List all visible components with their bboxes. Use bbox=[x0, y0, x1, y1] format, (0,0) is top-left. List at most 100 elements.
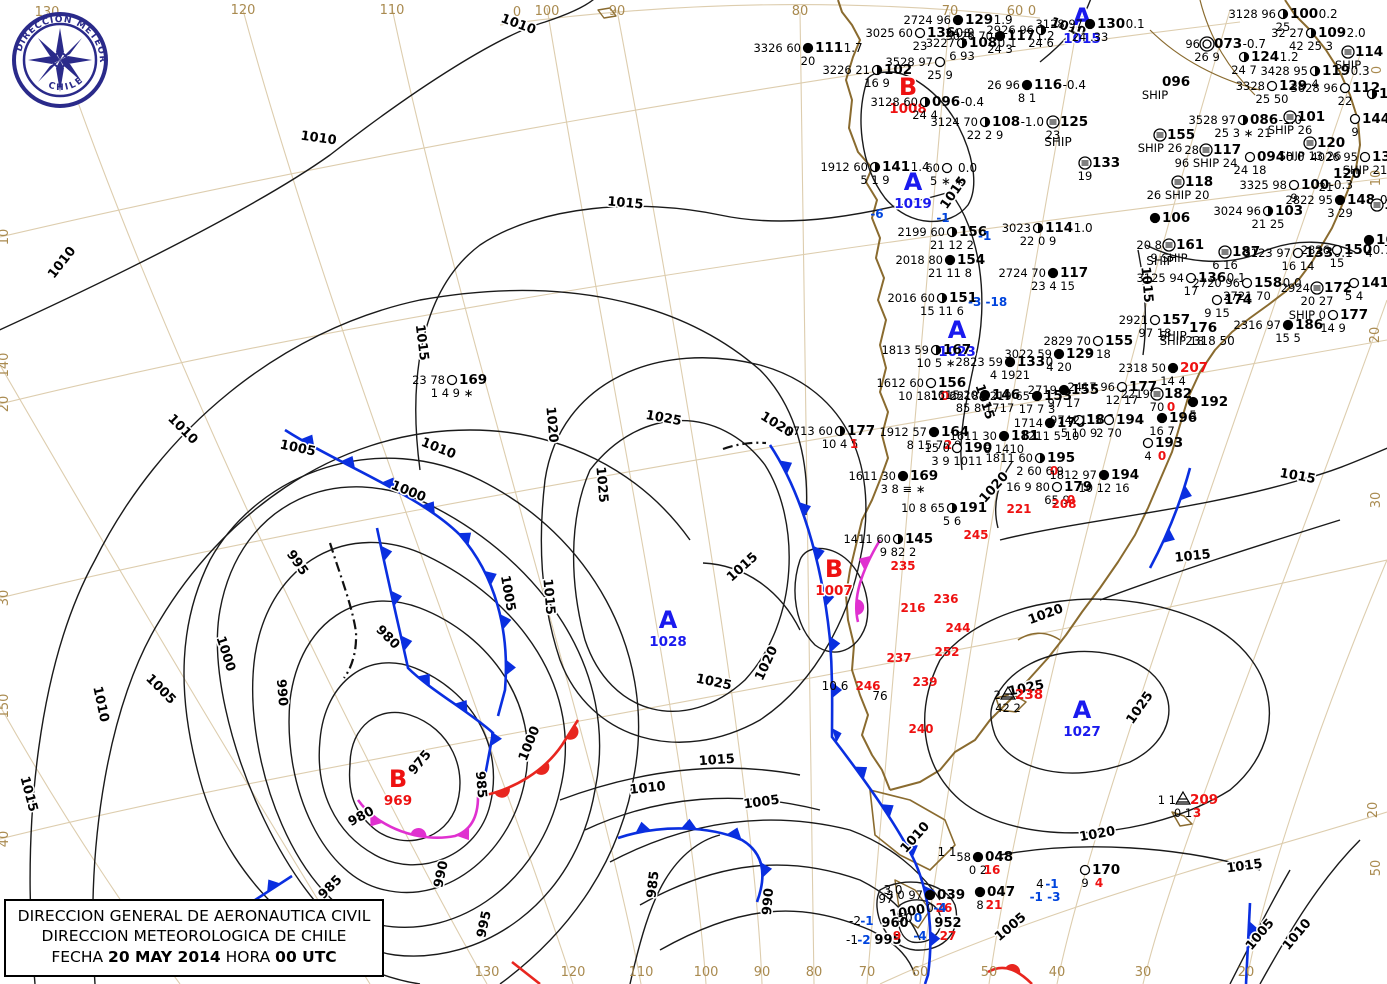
station-symbol bbox=[1341, 45, 1355, 59]
grid-label: 70 bbox=[859, 965, 876, 980]
station-id: 141 bbox=[882, 159, 910, 175]
front-triangle-mark bbox=[1179, 485, 1192, 501]
station-aux: 22 0 9 bbox=[1020, 234, 1057, 248]
station-aux: 10 5 ∗ bbox=[917, 356, 956, 370]
station-aux: 20 27 bbox=[1301, 294, 1334, 308]
isobar-label: 1010 bbox=[1280, 916, 1315, 953]
map-label: SHIP bbox=[1159, 329, 1186, 343]
cold-front bbox=[1148, 467, 1192, 569]
front-triangle-mark bbox=[1248, 920, 1259, 937]
grid-label: 70 bbox=[942, 4, 959, 19]
station-id: 192 bbox=[1200, 394, 1228, 410]
station-id: 161 bbox=[1176, 237, 1204, 253]
station-symbol bbox=[1334, 194, 1346, 206]
station-value: 0.2 bbox=[1319, 7, 1338, 21]
station-aux: 5 bbox=[1189, 408, 1196, 422]
station-aux: 23 bbox=[1046, 128, 1061, 142]
station-aux: 85 8 1717 bbox=[956, 401, 1015, 415]
front-semicircle-mark bbox=[494, 787, 510, 798]
station-symbol bbox=[928, 426, 940, 438]
station-aux: 17 bbox=[1184, 284, 1199, 298]
low-pressure-center: B bbox=[825, 555, 843, 583]
station-symbol bbox=[924, 889, 936, 901]
weather-fronts bbox=[251, 428, 1259, 984]
isobar-label: 1005 bbox=[743, 793, 781, 813]
station-aux: 97 17 bbox=[1048, 396, 1081, 410]
station-aux: 3 8 ≡ ∗ bbox=[881, 482, 926, 496]
front-triangle-mark bbox=[858, 555, 872, 571]
station-symbol bbox=[1309, 65, 1321, 77]
pressure-center-value: 1028 bbox=[649, 634, 687, 650]
station-aux: 3 0 97 bbox=[886, 888, 923, 902]
station-symbol bbox=[1339, 82, 1351, 94]
station-value: 1.2 bbox=[1280, 50, 1299, 64]
station-id: 160 bbox=[1384, 197, 1387, 213]
station-id: 176 bbox=[1189, 320, 1217, 336]
station-red-value: 0 bbox=[1067, 493, 1075, 507]
station-aux: 26 SHIP 20 bbox=[1147, 188, 1210, 202]
station-id: 120 bbox=[1317, 135, 1345, 151]
front-triangle-mark bbox=[267, 879, 281, 893]
isobar-label: 1020 bbox=[1026, 601, 1065, 627]
station-aux: 24 .33 bbox=[1072, 30, 1109, 44]
south-america-coastline bbox=[597, 0, 1361, 929]
isobar-label: 1000 bbox=[213, 634, 238, 673]
station-symbol bbox=[1363, 234, 1375, 246]
station-symbol bbox=[869, 161, 881, 173]
station-id: 133 bbox=[1092, 155, 1120, 171]
station-symbol bbox=[1282, 319, 1294, 331]
station-aux: 3528 97 bbox=[885, 55, 933, 69]
station-aux: 3123 97 bbox=[1243, 246, 1291, 260]
station-value: 0.7 bbox=[1373, 243, 1387, 257]
isobar-label: 1025 bbox=[694, 671, 733, 693]
station-value: -0.4 bbox=[961, 95, 984, 109]
station-id: 194 bbox=[1111, 467, 1139, 483]
station-aux: SHIP 18 bbox=[1160, 334, 1205, 348]
pressure-center-value: 1027 bbox=[1063, 724, 1101, 740]
front-triangle-mark bbox=[499, 613, 512, 630]
front-triangle-mark bbox=[421, 501, 435, 515]
station-symbol bbox=[834, 425, 846, 437]
station-aux: 58 bbox=[956, 850, 971, 864]
station-id: 155 bbox=[1105, 333, 1133, 349]
station-aux: 3325 98 bbox=[1239, 178, 1287, 192]
blue-map-label: -4 bbox=[913, 929, 926, 943]
station-id: 117 bbox=[1060, 265, 1088, 281]
station-symbol bbox=[1034, 452, 1046, 464]
station-symbol bbox=[1079, 864, 1091, 876]
station-symbol bbox=[1174, 790, 1192, 805]
station-symbol bbox=[1084, 18, 1096, 30]
grid-label: 150 bbox=[0, 694, 12, 719]
station-id: 172 bbox=[1324, 280, 1352, 296]
high-pressure-center: A bbox=[659, 606, 678, 634]
isobar-label: 1010 bbox=[300, 129, 338, 149]
isobar-label: 1020 bbox=[1078, 824, 1116, 845]
station-id: 129 bbox=[1066, 346, 1094, 362]
station-aux: 2724 96 bbox=[903, 13, 951, 27]
station-aux: 2826 bbox=[1301, 243, 1330, 257]
isobar-label: 995 bbox=[874, 933, 901, 948]
station-aux: 4 1921 bbox=[990, 368, 1030, 382]
front-triangle-mark bbox=[798, 502, 811, 518]
station-id: 163 bbox=[1376, 232, 1387, 248]
station-aux: 25 50 bbox=[1256, 92, 1289, 106]
station-value: 0.0 bbox=[958, 161, 977, 175]
station-aux: 1612 60 bbox=[876, 376, 924, 390]
station-aux: 2316 97 bbox=[1233, 318, 1281, 332]
station-symbol bbox=[1103, 414, 1115, 426]
isobar-label: 1010 bbox=[45, 244, 79, 282]
station-symbol bbox=[1288, 179, 1300, 191]
station-value: 0.9 bbox=[956, 26, 975, 40]
station-symbol bbox=[1073, 414, 1085, 426]
grid-label: 20 bbox=[0, 396, 12, 413]
station-aux: 15 0 bbox=[924, 441, 950, 455]
blue-map-label: -6 bbox=[870, 207, 883, 221]
isobar-label: 985 bbox=[316, 873, 346, 903]
red-map-label: 235 bbox=[890, 559, 915, 573]
front-semicircle-mark bbox=[566, 724, 579, 740]
station-aux: 24 6 bbox=[1028, 36, 1054, 50]
station-red-value: 0 bbox=[1167, 400, 1175, 414]
station-aux: 1411 60 bbox=[843, 532, 891, 546]
station-symbol bbox=[1098, 469, 1110, 481]
